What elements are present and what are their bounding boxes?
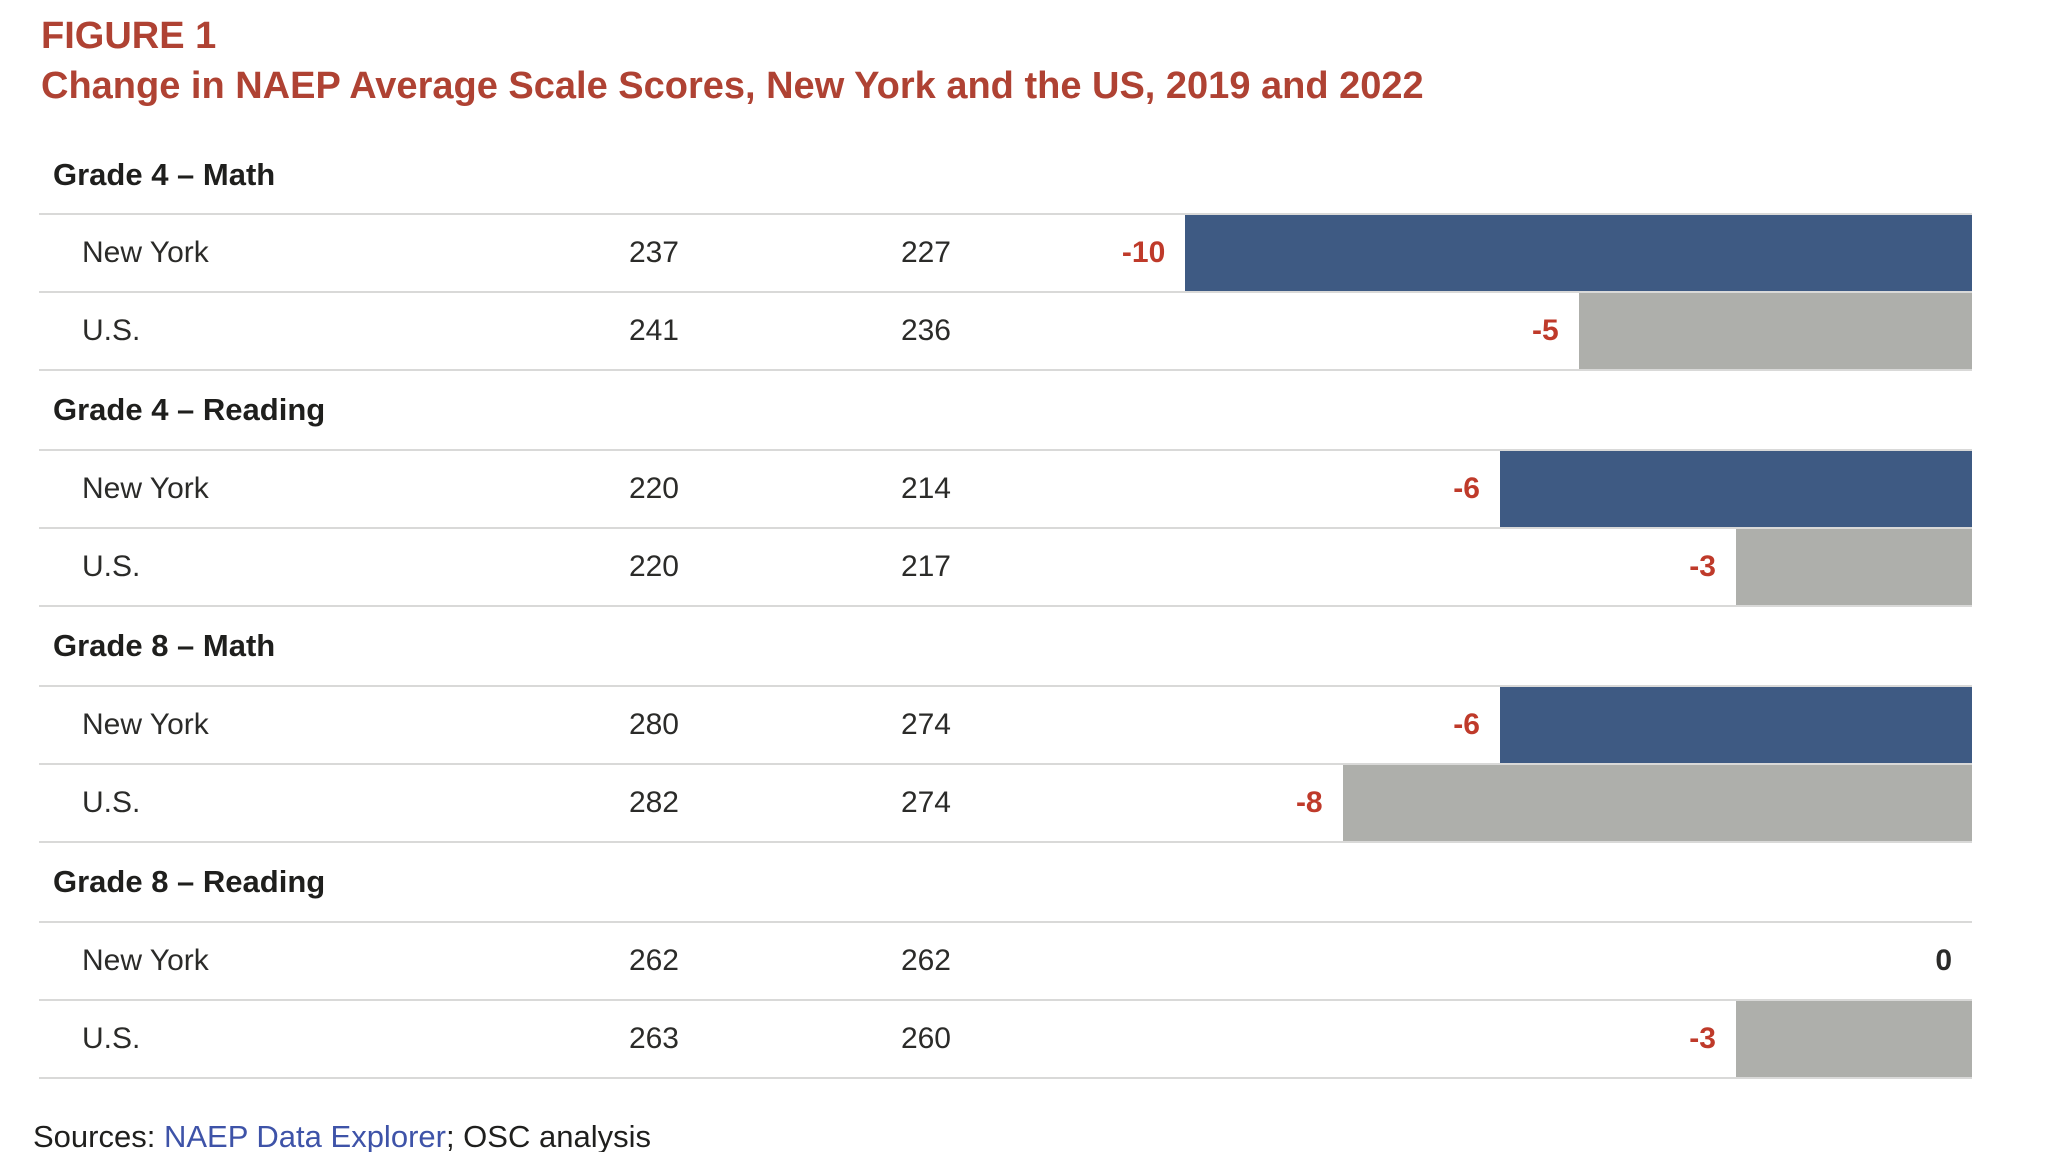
table-row: U.S. 220 217 -3 <box>39 527 1972 605</box>
score-2022: 217 <box>900 550 951 583</box>
table-row: New York 237 227 -10 <box>39 213 1972 291</box>
change-bar <box>1499 687 1972 763</box>
section-header: Grade 8 – Reading <box>39 841 1972 921</box>
change-bar <box>1499 451 1972 527</box>
table-row: New York 220 214 -6 <box>39 449 1972 527</box>
jurisdiction-label: U.S. <box>82 314 141 347</box>
change-value: -3 <box>1689 1022 1716 1055</box>
change-bar <box>1342 765 1972 841</box>
score-2019: 220 <box>628 550 679 583</box>
score-2022: 262 <box>900 944 951 977</box>
section-grade4-math: Grade 4 – Math New York 237 227 -10 U.S.… <box>39 111 1972 369</box>
score-2022: 214 <box>900 472 951 505</box>
sources-suffix: ; OSC analysis <box>445 1119 651 1152</box>
score-2019: 241 <box>628 314 679 347</box>
score-2019: 237 <box>628 236 679 269</box>
change-value: -3 <box>1689 550 1716 583</box>
naep-change-chart: Grade 4 – Math New York 237 227 -10 U.S.… <box>39 111 1972 1079</box>
score-2019: 263 <box>628 1022 679 1055</box>
change-bar <box>1735 529 1972 605</box>
change-value: -8 <box>1295 786 1323 819</box>
figure-header: FIGURE 1 Change in NAEP Average Scale Sc… <box>41 11 2048 111</box>
change-bar <box>1578 293 1972 369</box>
score-2022: 227 <box>900 236 951 269</box>
jurisdiction-label: U.S. <box>82 786 141 819</box>
section-grade8-math: Grade 8 – Math New York 280 274 -6 U.S. … <box>39 605 1972 841</box>
jurisdiction-label: New York <box>82 944 209 977</box>
jurisdiction-label: New York <box>82 472 209 505</box>
score-2019: 262 <box>628 944 679 977</box>
sources-line: Sources: NAEP Data Explorer; OSC analysi… <box>33 1117 2048 1152</box>
change-value: -6 <box>1453 472 1480 505</box>
change-value: 0 <box>1935 944 1952 977</box>
section-grade4-reading: Grade 4 – Reading New York 220 214 -6 U.… <box>39 369 1972 605</box>
jurisdiction-label: U.S. <box>82 1022 141 1055</box>
jurisdiction-label: New York <box>82 708 209 741</box>
change-value: -10 <box>1121 236 1166 269</box>
section-header: Grade 4 – Math <box>53 157 276 192</box>
change-value: -6 <box>1453 708 1480 741</box>
jurisdiction-label: New York <box>82 236 209 269</box>
score-2019: 280 <box>628 708 679 741</box>
jurisdiction-label: U.S. <box>82 550 141 583</box>
change-value: -5 <box>1531 314 1559 347</box>
score-2022: 260 <box>900 1022 951 1055</box>
score-2019: 220 <box>628 472 679 505</box>
change-bar <box>1185 215 1972 291</box>
score-2022: 236 <box>900 314 951 347</box>
change-bar <box>1735 1001 1972 1077</box>
table-row: New York 280 274 -6 <box>39 685 1972 763</box>
section-grade8-reading: Grade 8 – Reading New York 262 262 0 U.S… <box>39 841 1972 1077</box>
naep-data-explorer-link[interactable]: NAEP Data Explorer <box>163 1119 446 1152</box>
section-header: Grade 8 – Math <box>39 605 1972 685</box>
table-row: U.S. 282 274 -8 <box>39 763 1972 841</box>
figure-title: Change in NAEP Average Scale Scores, New… <box>41 65 1424 107</box>
sources-prefix: Sources: <box>33 1119 164 1152</box>
table-row: New York 262 262 0 <box>39 921 1972 999</box>
figure-number: FIGURE 1 <box>41 15 217 57</box>
section-header: Grade 4 – Reading <box>39 369 1972 449</box>
score-2022: 274 <box>900 708 951 741</box>
table-row: U.S. 263 260 -3 <box>39 999 1972 1077</box>
score-2019: 282 <box>628 786 679 819</box>
table-row: U.S. 241 236 -5 <box>39 291 1972 369</box>
score-2022: 274 <box>900 786 951 819</box>
